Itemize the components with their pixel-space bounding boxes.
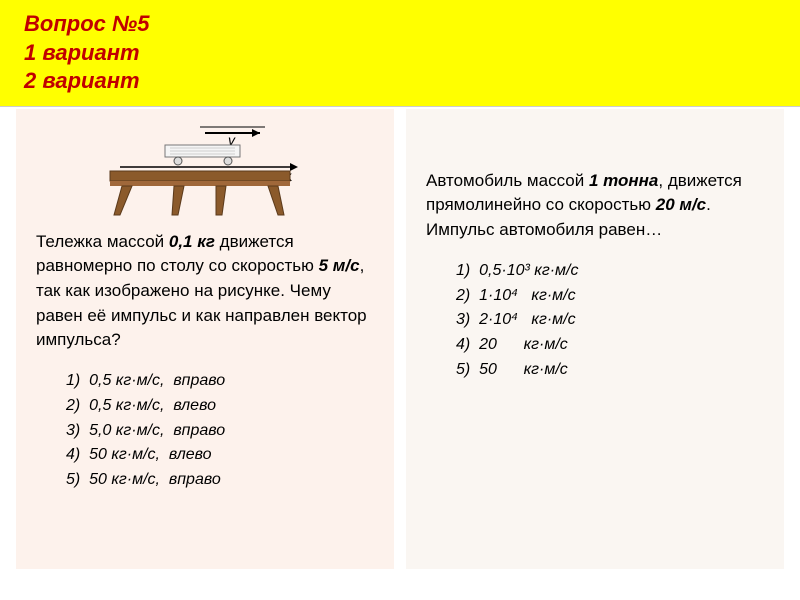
question-number: Вопрос №5: [24, 10, 776, 39]
variant-1-answers: 1) 0,5 кг·м/с, вправо 2) 0,5 кг·м/с, вле…: [36, 369, 374, 493]
q1-mass: 0,1 кг: [169, 232, 215, 251]
answer-option: 5) 50 кг·м/с, вправо: [66, 468, 374, 493]
variant-2-answers: 1) 0,5·10³ кг·м/с 2) 1·10⁴ кг·м/с 3) 2·1…: [426, 259, 764, 383]
answer-option: 3) 5,0 кг·м/с, вправо: [66, 419, 374, 444]
answer-option: 5) 50 кг·м/с: [456, 358, 764, 383]
variant-1-label: 1 вариант: [24, 39, 776, 68]
cart-diagram: v x: [36, 123, 374, 218]
variant-2-panel: Автомобиль массой 1 тонна, движется прям…: [406, 109, 784, 569]
answer-option: 4) 50 кг·м/с, влево: [66, 443, 374, 468]
answer-option: 2) 0,5 кг·м/с, влево: [66, 394, 374, 419]
variant-2-label: 2 вариант: [24, 67, 776, 96]
variant-1-question: Тележка массой 0,1 кг движется равномерн…: [36, 230, 374, 353]
answer-option: 1) 0,5 кг·м/с, вправо: [66, 369, 374, 394]
answer-option: 2) 1·10⁴ кг·м/с: [456, 284, 764, 309]
q2-mass: 1 тонна: [589, 171, 658, 190]
header-bar: Вопрос №5 1 вариант 2 вариант: [0, 0, 800, 107]
q2-text-pre: Автомобиль массой: [426, 171, 589, 190]
answer-option: 1) 0,5·10³ кг·м/с: [456, 259, 764, 284]
q1-text-pre: Тележка массой: [36, 232, 169, 251]
q2-speed: 20 м/с: [656, 195, 706, 214]
content-columns: v x Те: [0, 107, 800, 585]
diagram-svg: v x: [100, 123, 310, 218]
answer-option: 3) 2·10⁴ кг·м/с: [456, 308, 764, 333]
variant-2-question: Автомобиль массой 1 тонна, движется прям…: [426, 169, 764, 243]
q1-speed: 5 м/с: [319, 256, 360, 275]
answer-option: 4) 20 кг·м/с: [456, 333, 764, 358]
variant-1-panel: v x Те: [16, 109, 394, 569]
